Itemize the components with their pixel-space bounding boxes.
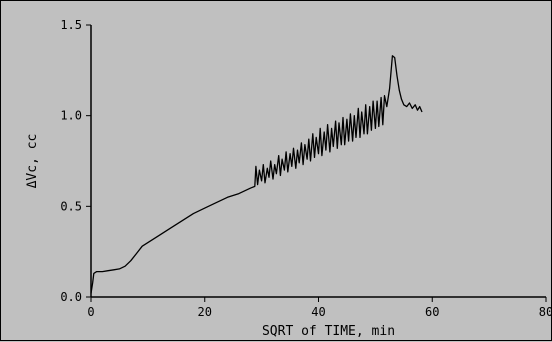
x-tick-label: 20 (198, 305, 212, 319)
series-line (90, 55, 423, 294)
y-tick-label: 1.5 (60, 18, 82, 32)
y-axis-title: ΔVc, cc (25, 134, 40, 189)
y-tick-label: 0.0 (60, 290, 82, 304)
ticks: 0 20 40 60 80 0.0 0.5 1.0 1.5 (60, 18, 552, 319)
y-tick-label: 0.5 (60, 199, 82, 213)
x-tick-label: 80 (539, 305, 552, 319)
x-tick-label: 40 (311, 305, 325, 319)
axes (90, 25, 546, 298)
x-axis-title: SQRT of TIME, min (262, 324, 395, 339)
x-tick-label: 60 (425, 305, 439, 319)
y-tick-label: 1.0 (60, 109, 82, 123)
series-group (90, 55, 423, 294)
x-tick-label: 0 (87, 305, 94, 319)
